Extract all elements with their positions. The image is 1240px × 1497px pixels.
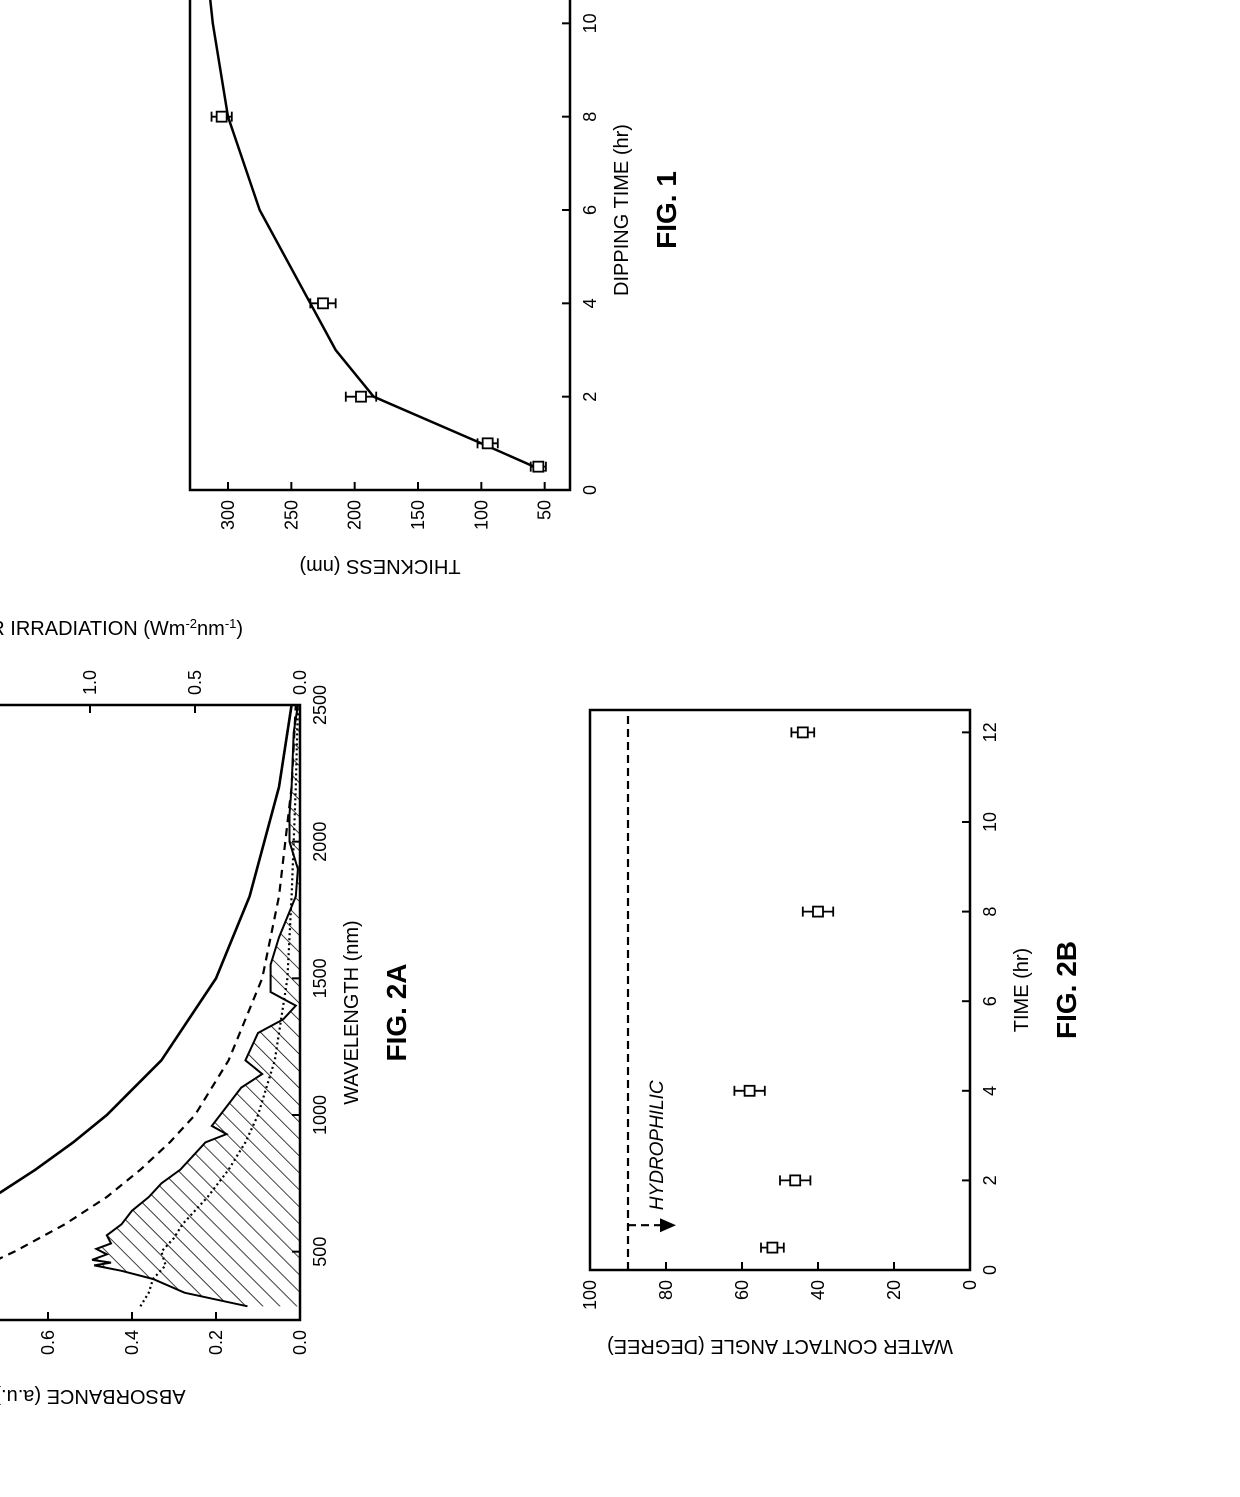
svg-text:6: 6 <box>980 996 1000 1006</box>
svg-text:8: 8 <box>980 907 1000 917</box>
svg-text:8: 8 <box>580 112 600 122</box>
fig1-ylabel: THICKNESS (nm) <box>299 555 460 577</box>
svg-text:FIG. 2A: FIG. 2A <box>381 963 412 1061</box>
svg-text:10: 10 <box>980 812 1000 832</box>
svg-text:0.6: 0.6 <box>38 1330 58 1355</box>
figure-1: 02468101250100150200250300DIPPING TIME (… <box>170 0 690 600</box>
svg-text:1500: 1500 <box>310 958 330 998</box>
svg-text:TIME (hr): TIME (hr) <box>1011 948 1033 1032</box>
svg-text:150: 150 <box>408 500 428 530</box>
svg-text:0.5: 0.5 <box>185 670 205 695</box>
svg-text:DIPPING TIME (hr): DIPPING TIME (hr) <box>611 124 633 296</box>
svg-text:SOLAR IRRADIATION (Wm-2nm-1): SOLAR IRRADIATION (Wm-2nm-1) <box>0 616 243 641</box>
svg-text:60: 60 <box>732 1280 752 1300</box>
svg-text:0.0: 0.0 <box>290 1330 310 1355</box>
figure-2a: 50010001500200025000.00.20.40.60.81.00.0… <box>0 610 420 1430</box>
svg-text:1000: 1000 <box>310 1095 330 1135</box>
svg-text:10: 10 <box>580 13 600 33</box>
svg-text:80: 80 <box>656 1280 676 1300</box>
svg-text:100: 100 <box>580 1280 600 1310</box>
svg-text:0: 0 <box>580 485 600 495</box>
svg-text:4: 4 <box>580 298 600 308</box>
svg-text:300: 300 <box>218 500 238 530</box>
fig2b-svg: 0 2 4 6 8 10 12 0 20 40 60 80 100 HYDROPHILIC TIME (hr… <box>570 680 1090 1380</box>
svg-text:2000: 2000 <box>310 822 330 862</box>
svg-text:2: 2 <box>580 392 600 402</box>
fig1-svg: 02468101250100150200250300DIPPING TIME (… <box>170 0 690 600</box>
svg-text:HYDROPHILIC: HYDROPHILIC <box>647 1080 668 1210</box>
svg-text:2500: 2500 <box>310 685 330 725</box>
svg-text:1.0: 1.0 <box>80 670 100 695</box>
svg-text:0.0: 0.0 <box>290 670 310 695</box>
svg-text:100: 100 <box>471 500 491 530</box>
svg-text:50: 50 <box>535 500 555 520</box>
svg-text:WAVELENGTH (nm): WAVELENGTH (nm) <box>341 920 363 1104</box>
svg-text:200: 200 <box>345 500 365 530</box>
svg-text:40: 40 <box>808 1280 828 1300</box>
svg-text:6: 6 <box>580 205 600 215</box>
svg-text:0.2: 0.2 <box>206 1330 226 1355</box>
svg-text:4: 4 <box>980 1086 1000 1096</box>
fig2a-svg: 50010001500200025000.00.20.40.60.81.00.0… <box>0 610 420 1430</box>
svg-text:FIG. 1: FIG. 1 <box>651 171 682 249</box>
svg-text:0.4: 0.4 <box>122 1330 142 1355</box>
svg-text:0: 0 <box>960 1280 980 1290</box>
svg-text:250: 250 <box>281 500 301 530</box>
svg-text:12: 12 <box>980 722 1000 742</box>
svg-text:FIG. 2B: FIG. 2B <box>1051 941 1082 1039</box>
svg-text:20: 20 <box>884 1280 904 1300</box>
svg-text:500: 500 <box>310 1237 330 1267</box>
svg-text:WATER CONTACT ANGLE (DEGREE): WATER CONTACT ANGLE (DEGREE) <box>607 1335 953 1357</box>
svg-text:2: 2 <box>980 1175 1000 1185</box>
svg-text:0: 0 <box>980 1265 1000 1275</box>
svg-text:ABSORBANCE (a.u.): ABSORBANCE (a.u.) <box>0 1385 186 1407</box>
figure-2b: 0 2 4 6 8 10 12 0 20 40 60 80 100 HYDROPHILIC TIME (hr… <box>570 680 1090 1380</box>
